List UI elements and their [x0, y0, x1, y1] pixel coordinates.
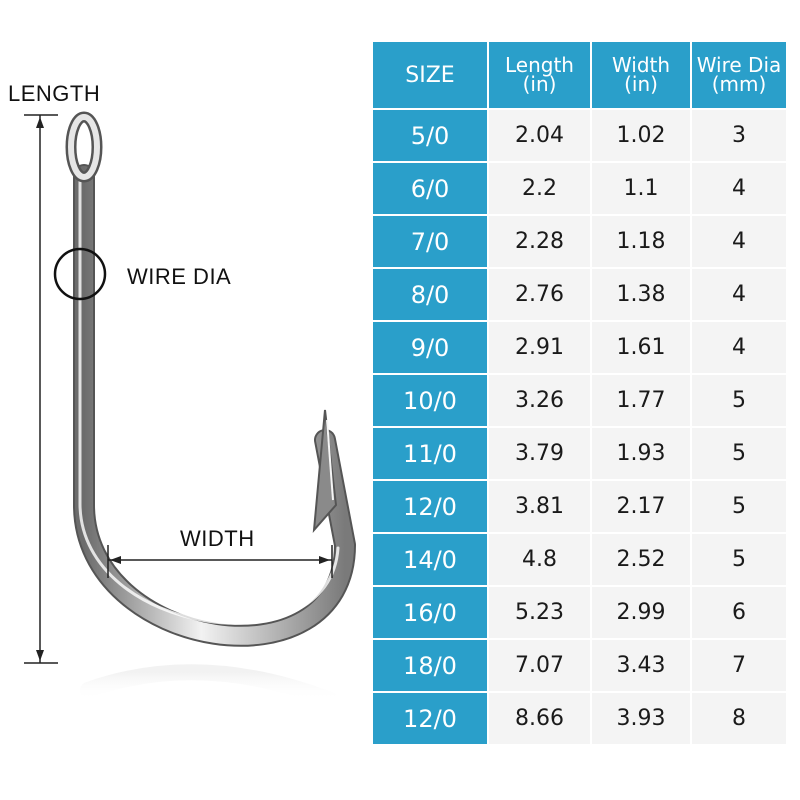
- wire-dia-cell: 6: [692, 587, 786, 638]
- table-header-row: SIZE Length (in) Width (in) Wire Dia (mm): [373, 42, 786, 108]
- wire-dia-cell: 4: [692, 322, 786, 373]
- size-cell: 5/0: [373, 110, 487, 161]
- header-wire-dia: Wire Dia (mm): [692, 42, 786, 108]
- length-cell: 3.81: [489, 481, 590, 532]
- length-cell: 7.07: [489, 640, 590, 691]
- length-cell: 3.79: [489, 428, 590, 479]
- table-row: 7/0 2.28 1.18 4: [373, 216, 786, 267]
- wire-dia-cell: 4: [692, 269, 786, 320]
- hook-reflection: [80, 664, 338, 708]
- size-cell: 9/0: [373, 322, 487, 373]
- table-row: 6/0 2.2 1.1 4: [373, 163, 786, 214]
- wire-dia-cell: 5: [692, 534, 786, 585]
- length-cell: 3.26: [489, 375, 590, 426]
- size-cell: 18/0: [373, 640, 487, 691]
- width-cell: 3.43: [592, 640, 690, 691]
- length-dimension-line: [24, 114, 58, 664]
- size-cell: 14/0: [373, 534, 487, 585]
- table-row: 9/0 2.91 1.61 4: [373, 322, 786, 373]
- wire-dia-cell: 5: [692, 375, 786, 426]
- width-dimension-line: [107, 545, 333, 578]
- table-row: 16/0 5.23 2.99 6: [373, 587, 786, 638]
- table-row: 12/0 8.66 3.93 8: [373, 693, 786, 744]
- table-row: 8/0 2.76 1.38 4: [373, 269, 786, 320]
- width-cell: 1.02: [592, 110, 690, 161]
- width-cell: 1.77: [592, 375, 690, 426]
- width-cell: 1.1: [592, 163, 690, 214]
- length-label: LENGTH: [8, 81, 101, 106]
- wire-dia-cell: 5: [692, 428, 786, 479]
- wire-dia-cell: 4: [692, 163, 786, 214]
- width-cell: 1.93: [592, 428, 690, 479]
- length-cell: 2.76: [489, 269, 590, 320]
- size-cell: 16/0: [373, 587, 487, 638]
- wire-dia-circle: [53, 247, 107, 301]
- wire-dia-cell: 3: [692, 110, 786, 161]
- table-row: 14/0 4.8 2.52 5: [373, 534, 786, 585]
- length-cell: 2.91: [489, 322, 590, 373]
- length-cell: 4.8: [489, 534, 590, 585]
- header-width: Width (in): [592, 42, 690, 108]
- width-cell: 2.52: [592, 534, 690, 585]
- width-label: WIDTH: [180, 526, 255, 551]
- wire-dia-cell: 8: [692, 693, 786, 744]
- header-length: Length (in): [489, 42, 590, 108]
- wire-dia-cell: 5: [692, 481, 786, 532]
- width-cell: 1.61: [592, 322, 690, 373]
- size-cell: 6/0: [373, 163, 487, 214]
- width-cell: 2.17: [592, 481, 690, 532]
- wire-dia-cell: 7: [692, 640, 786, 691]
- size-cell: 8/0: [373, 269, 487, 320]
- wire-dia-cell: 4: [692, 216, 786, 267]
- size-cell: 12/0: [373, 693, 487, 744]
- width-cell: 1.18: [592, 216, 690, 267]
- table-row: 18/0 7.07 3.43 7: [373, 640, 786, 691]
- length-cell: 2.2: [489, 163, 590, 214]
- hook-body: [65, 111, 356, 647]
- table-row: 10/0 3.26 1.77 5: [373, 375, 786, 426]
- length-cell: 2.04: [489, 110, 590, 161]
- width-cell: 1.38: [592, 269, 690, 320]
- fish-hook-diagram: [24, 111, 356, 708]
- length-cell: 2.28: [489, 216, 590, 267]
- width-cell: 2.99: [592, 587, 690, 638]
- header-size: SIZE: [373, 42, 487, 108]
- size-cell: 7/0: [373, 216, 487, 267]
- length-cell: 8.66: [489, 693, 590, 744]
- length-cell: 5.23: [489, 587, 590, 638]
- wire-dia-label: WIRE DIA: [127, 264, 232, 289]
- table-row: 11/0 3.79 1.93 5: [373, 428, 786, 479]
- size-cell: 12/0: [373, 481, 487, 532]
- size-cell: 10/0: [373, 375, 487, 426]
- table-row: 5/0 2.04 1.02 3: [373, 110, 786, 161]
- size-cell: 11/0: [373, 428, 487, 479]
- hook-size-table: SIZE Length (in) Width (in) Wire Dia (mm) 5…: [371, 40, 788, 746]
- width-cell: 3.93: [592, 693, 690, 744]
- table-row: 12/0 3.81 2.17 5: [373, 481, 786, 532]
